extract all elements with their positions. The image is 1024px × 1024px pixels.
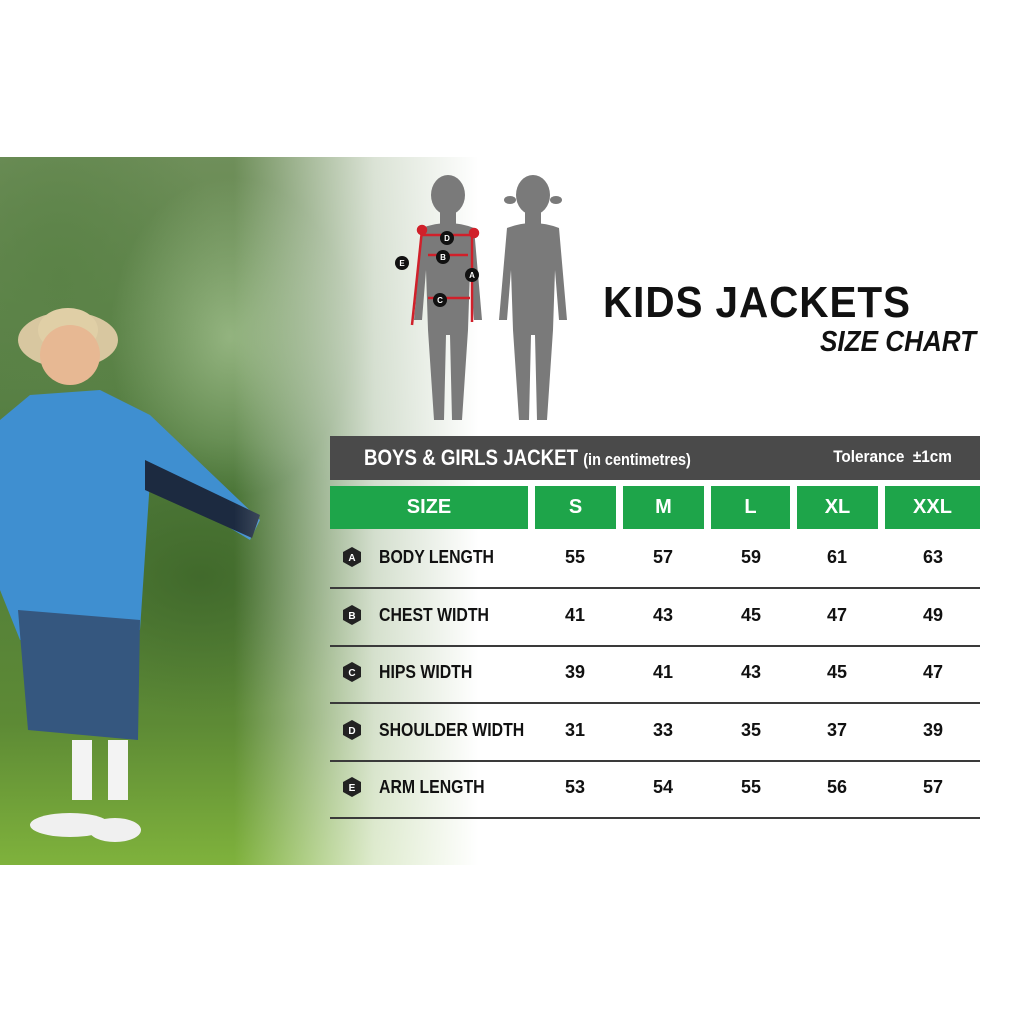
size-s-header: S: [535, 486, 616, 529]
page-subtitle: SIZE CHART: [820, 326, 977, 358]
row-value-m: 33: [652, 720, 674, 740]
svg-text:A: A: [348, 553, 355, 564]
row-value-s: 55: [564, 547, 586, 567]
size-header-cell: SIZE: [330, 486, 528, 529]
marker-e: E: [399, 259, 405, 268]
row-value-m: 54: [652, 777, 674, 797]
measurement-diagram: D B C A E: [395, 175, 567, 420]
table-row: A BODY LENGTH 55 57 59 61 63: [330, 530, 980, 589]
row-value-m: 41: [652, 662, 674, 682]
row-value-s: 39: [564, 662, 586, 682]
row-value-m: 57: [652, 547, 674, 567]
row-label: HIPS WIDTH: [379, 662, 473, 682]
badge-d-icon: D: [343, 720, 361, 740]
size-xxl-header: XXL: [885, 486, 980, 529]
row-value-s: 41: [564, 605, 586, 625]
badge-e-icon: E: [343, 777, 361, 797]
row-value-l: 45: [740, 605, 762, 625]
tolerance-label: Tolerance: [833, 447, 905, 466]
size-m-header: M: [623, 486, 704, 529]
tolerance-value: ±1cm: [912, 447, 952, 466]
row-value-xl: 61: [826, 547, 848, 567]
marker-b: B: [440, 253, 446, 262]
table-row: D SHOULDER WIDTH 31 33 35 37 39: [330, 703, 980, 762]
tolerance: Tolerance ±1cm: [833, 447, 952, 467]
row-value-l: 35: [740, 720, 762, 740]
row-value-l: 43: [740, 662, 762, 682]
svg-text:D: D: [348, 726, 355, 737]
badge-b-icon: B: [343, 605, 361, 625]
row-value-xxl: 49: [922, 605, 944, 625]
size-l-header: L: [711, 486, 790, 529]
row-value-m: 43: [652, 605, 674, 625]
boy-silhouette-icon: [414, 175, 482, 420]
girl-silhouette-icon: [499, 175, 567, 420]
row-value-xl: 56: [826, 777, 848, 797]
badge-c-icon: C: [343, 662, 361, 682]
row-value-s: 31: [564, 720, 586, 740]
svg-text:B: B: [348, 611, 355, 622]
row-value-s: 53: [564, 777, 586, 797]
size-xl-header: XL: [797, 486, 878, 529]
page-title: KIDS JACKETS: [603, 278, 911, 327]
marker-c: C: [437, 296, 443, 305]
row-value-l: 59: [740, 547, 762, 567]
table-header-bar: BOYS & GIRLS JACKET (in centimetres) Tol…: [330, 436, 980, 480]
row-label: SHOULDER WIDTH: [379, 720, 525, 740]
row-value-xl: 45: [826, 662, 848, 682]
row-label: BODY LENGTH: [379, 547, 495, 567]
row-value-xxl: 47: [922, 662, 944, 682]
table-row: C HIPS WIDTH 39 41 43 45 47: [330, 645, 980, 704]
row-label: ARM LENGTH: [379, 777, 485, 797]
table-row: B CHEST WIDTH 41 43 45 47 49: [330, 588, 980, 647]
table-heading: BOYS & GIRLS JACKET (in centimetres): [364, 445, 691, 471]
row-value-xl: 37: [826, 720, 848, 740]
row-label: CHEST WIDTH: [379, 605, 489, 625]
marker-a: A: [469, 271, 475, 280]
row-value-xxl: 39: [922, 720, 944, 740]
svg-text:C: C: [348, 668, 355, 679]
badge-a-icon: A: [343, 547, 361, 567]
table-row: E ARM LENGTH 53 54 55 56 57: [330, 760, 980, 819]
row-value-xl: 47: [826, 605, 848, 625]
row-value-xxl: 57: [922, 777, 944, 797]
unit-label: (in centimetres): [583, 450, 691, 469]
row-value-l: 55: [740, 777, 762, 797]
row-value-xxl: 63: [922, 547, 944, 567]
svg-text:E: E: [349, 783, 356, 794]
marker-d: D: [444, 234, 450, 243]
table-heading-text: BOYS & GIRLS JACKET: [364, 445, 579, 470]
